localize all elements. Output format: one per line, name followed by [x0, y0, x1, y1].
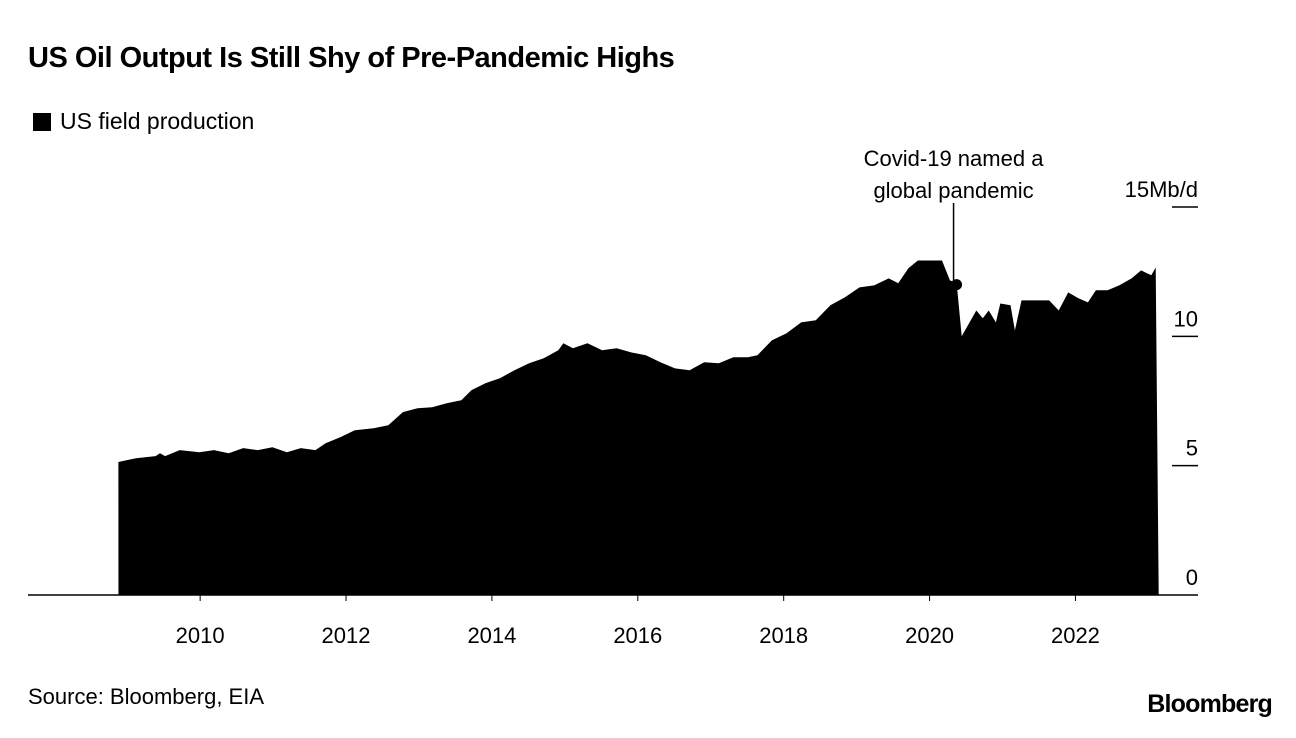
legend: US field production	[33, 108, 254, 135]
chart-title: US Oil Output Is Still Shy of Pre-Pandem…	[28, 42, 675, 74]
annotation-marker	[951, 279, 963, 291]
production-area	[118, 260, 1159, 595]
x-tick-label: 2018	[759, 623, 808, 648]
x-tick-label: 2010	[176, 623, 225, 648]
y-tick-label: 10	[1174, 306, 1198, 331]
x-tick-label: 2020	[905, 623, 954, 648]
x-tick-label: 2022	[1051, 623, 1100, 648]
x-tick-label: 2016	[613, 623, 662, 648]
x-tick-label: 2012	[322, 623, 371, 648]
source-note: Source: Bloomberg, EIA	[28, 684, 265, 709]
x-tick-label: 2014	[467, 623, 516, 648]
y-tick-label: 5	[1186, 436, 1198, 461]
annotation-text-line-1: Covid-19 named a	[864, 146, 1045, 171]
bloomberg-logo: Bloomberg	[1147, 690, 1273, 718]
y-tick-label: 0	[1186, 565, 1198, 590]
y-tick-label: 15Mb/d	[1125, 177, 1198, 202]
legend-label: US field production	[60, 108, 255, 134]
annotation-text-line-2: global pandemic	[873, 178, 1033, 203]
legend-swatch	[33, 112, 51, 131]
